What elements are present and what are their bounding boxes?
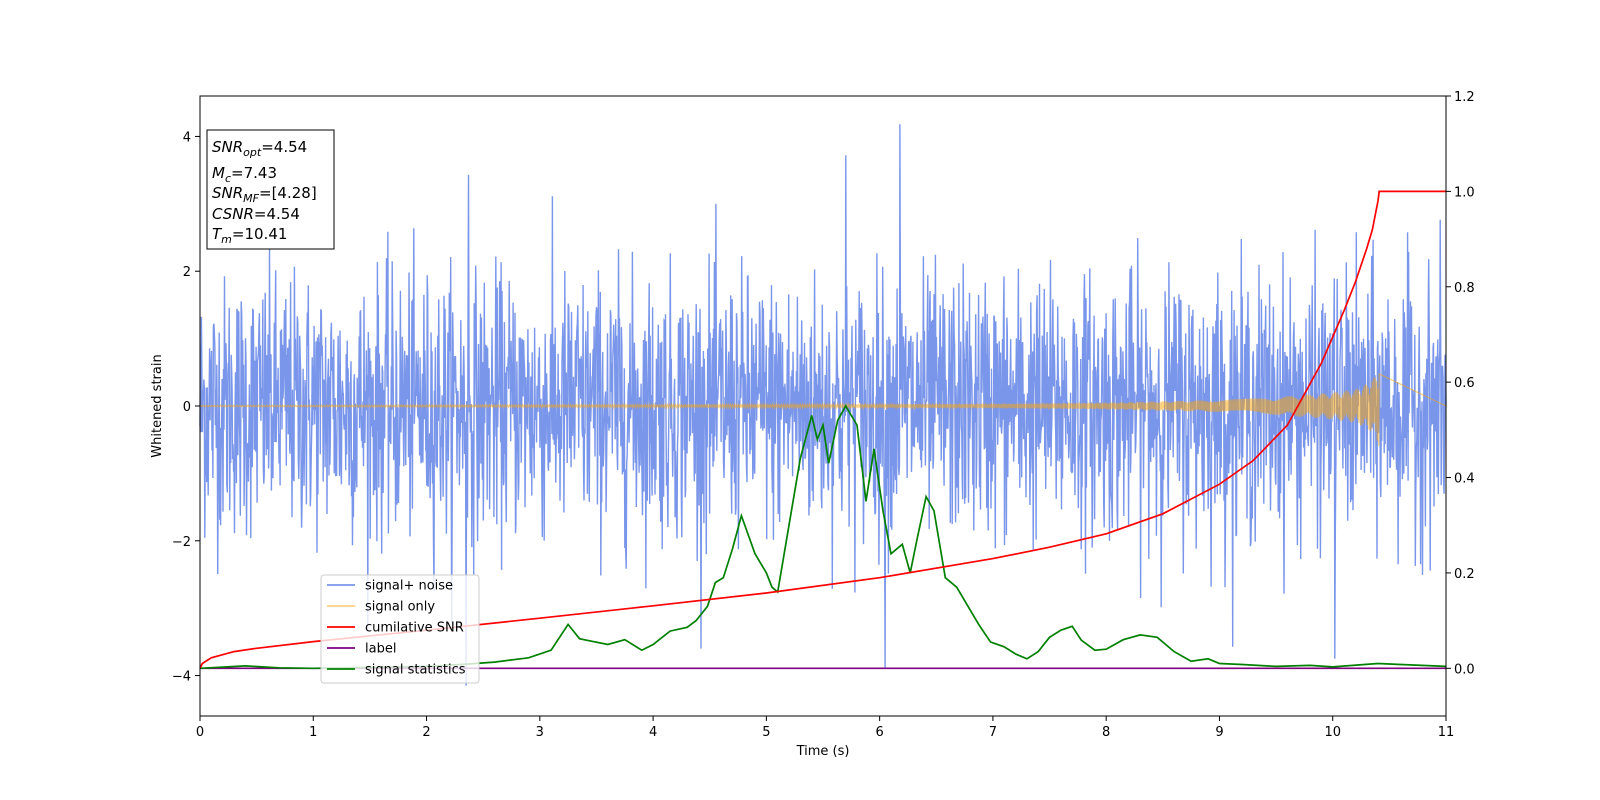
annotation-line: Tm=10.41 [212, 225, 287, 246]
x-tick-label: 7 [989, 725, 997, 740]
y2-tick-label: 0.8 [1454, 281, 1475, 296]
annotation-line: CSNR=4.54 [212, 205, 300, 223]
x-tick-label: 6 [875, 725, 883, 740]
y2-tick-label: 1.2 [1454, 90, 1475, 105]
series-signal-noise-line [199, 124, 1447, 686]
legend-entry-label: signal statistics [365, 663, 466, 678]
x-tick-label: 11 [1438, 725, 1455, 740]
y-axis-label: Whitened strain [150, 354, 165, 457]
x-tick-label: 8 [1102, 725, 1110, 740]
annotation-frame [206, 129, 335, 250]
legend: signal+ noise signal only cumilative SNR la… [320, 574, 480, 684]
series-signal-statistics-line [199, 404, 1447, 670]
x-tick-label: 3 [536, 725, 544, 740]
legend-entry-label: signal only [365, 600, 435, 615]
y2-tick-label: 0.0 [1454, 662, 1475, 677]
x-tick-label: 5 [762, 725, 770, 740]
axes: 0 1 2 3 4 5 6 7 8 9 10 11 −4 −2 0 2 4 0.0 0.2 0.4 0.6 0.8 1.0 1… [172, 90, 1475, 740]
y-tick-label: −2 [172, 535, 191, 550]
legend-entry-label: cumilative SNR [365, 621, 464, 636]
y2-tick-label: 0.2 [1454, 567, 1475, 582]
legend-frame [320, 574, 480, 684]
y-tick-label: 0 [183, 400, 191, 415]
y-tick-label: −4 [172, 670, 191, 685]
annotation-line: Mc=7.43 [212, 164, 277, 185]
y2-tick-label: 1.0 [1454, 185, 1475, 200]
x-tick-label: 1 [309, 725, 317, 740]
y2-tick-label: 0.6 [1454, 376, 1475, 391]
y-tick-label: 4 [183, 130, 191, 145]
x-tick-label: 0 [196, 725, 204, 740]
x-axis-label: Time (s) [796, 744, 850, 759]
legend-entry-label: signal+ noise [365, 579, 453, 594]
x-tick-label: 10 [1324, 725, 1341, 740]
x-tick-label: 4 [649, 725, 657, 740]
series-cumulative-snr-line [199, 190, 1446, 669]
y2-tick-label: 0.4 [1454, 472, 1475, 487]
x-tick-label: 2 [422, 725, 430, 740]
x-tick-label: 9 [1215, 725, 1223, 740]
series-signal-only-line [199, 372, 1447, 446]
annotation-line: SNRopt=4.54 [212, 138, 307, 159]
annotation-line: SNRMF=[4.28] [212, 184, 317, 205]
y-tick-label: 2 [183, 265, 191, 280]
legend-entry-label: label [365, 642, 396, 657]
